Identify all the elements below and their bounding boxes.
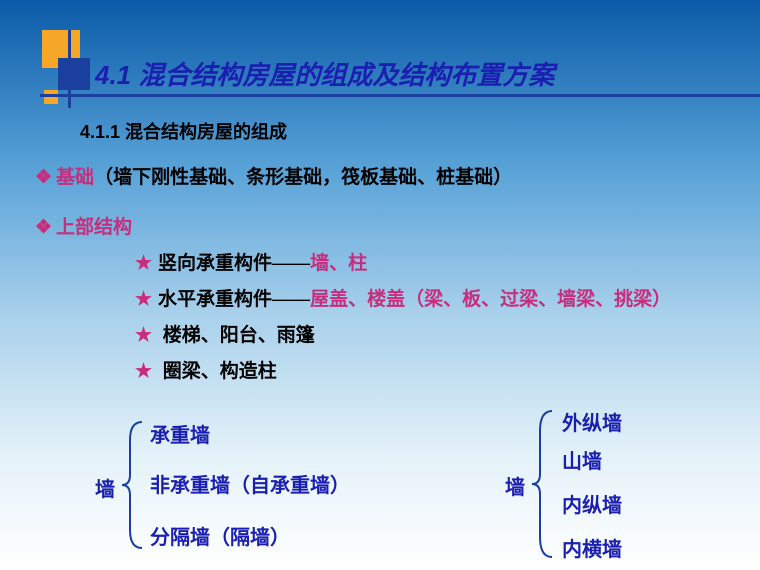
brace-groups: 墙 承重墙 非承重墙（自承重墙） 分隔墙（隔墙） 墙 外纵墙 山墙 内纵墙 内横… xyxy=(0,415,760,560)
bullet-1: ❖基础（墙下刚性基础、条形基础，筏板基础、桩基础） xyxy=(35,160,740,196)
left-item-3: 分隔墙（隔墙） xyxy=(150,521,290,550)
sub-4: ★ 圈梁、构造柱 xyxy=(35,354,740,390)
sub-2b: 屋盖、楼盖（梁、板、过梁、墙梁、挑梁） xyxy=(310,289,671,310)
right-item-1: 外纵墙 xyxy=(562,407,622,436)
star-icon: ★ xyxy=(135,325,152,346)
star-icon: ★ xyxy=(135,361,152,382)
star-icon: ★ xyxy=(135,253,152,274)
slide-subtitle: 4.1.1 混合结构房屋的组成 xyxy=(80,118,287,144)
bullet-2: ❖上部结构 xyxy=(35,210,740,246)
bullet-1-label: 基础 xyxy=(56,167,94,188)
right-brace-icon xyxy=(530,409,560,559)
diamond-icon: ❖ xyxy=(35,217,52,238)
sub-1a: 竖向承重构件—— xyxy=(158,253,310,274)
content-area: ❖基础（墙下刚性基础、条形基础，筏板基础、桩基础） ❖上部结构 ★竖向承重构件—… xyxy=(35,160,740,391)
star-icon: ★ xyxy=(135,289,152,310)
right-item-4: 内横墙 xyxy=(562,533,622,562)
left-group-label: 墙 xyxy=(95,473,115,502)
right-group-label: 墙 xyxy=(505,471,525,500)
left-item-1: 承重墙 xyxy=(150,419,210,448)
left-brace-icon xyxy=(120,420,150,550)
right-item-3: 内纵墙 xyxy=(562,489,622,518)
sub-2a: 水平承重构件—— xyxy=(158,289,310,310)
slide-title: 4.1 混合结构房屋的组成及结构布置方案 xyxy=(95,55,554,92)
diamond-icon: ❖ xyxy=(35,167,52,188)
bullet-2-label: 上部结构 xyxy=(56,217,132,238)
decor-bar-horizontal xyxy=(40,94,760,97)
sub-4-text: 圈梁、构造柱 xyxy=(163,361,277,382)
decor-square-blue xyxy=(58,58,90,90)
slide: 4.1 混合结构房屋的组成及结构布置方案 4.1.1 混合结构房屋的组成 ❖基础… xyxy=(0,0,760,570)
sub-1: ★ 竖向承重构件——墙、柱 xyxy=(35,246,740,282)
left-item-2: 非承重墙（自承重墙） xyxy=(150,469,350,498)
sub-3: ★ 楼梯、阳台、雨篷 xyxy=(35,318,740,354)
sub-2: ★ 水平承重构件——屋盖、楼盖（梁、板、过梁、墙梁、挑梁） xyxy=(35,282,740,318)
decor-square-small xyxy=(44,90,58,104)
right-item-2: 山墙 xyxy=(562,445,602,474)
sub-3-text: 楼梯、阳台、雨篷 xyxy=(163,325,315,346)
decor-bar-vertical xyxy=(68,30,71,108)
bullet-1-rest: （墙下刚性基础、条形基础，筏板基础、桩基础） xyxy=(94,167,512,188)
sub-1b: 墙、柱 xyxy=(310,253,367,274)
